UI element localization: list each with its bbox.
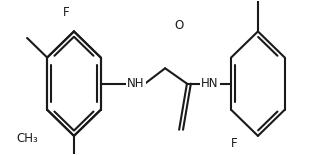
Text: NH: NH [127, 77, 145, 90]
Text: HN: HN [201, 77, 219, 90]
Text: F: F [63, 7, 70, 20]
Text: O: O [175, 19, 184, 32]
Text: CH₃: CH₃ [17, 132, 38, 145]
Text: F: F [231, 137, 237, 150]
